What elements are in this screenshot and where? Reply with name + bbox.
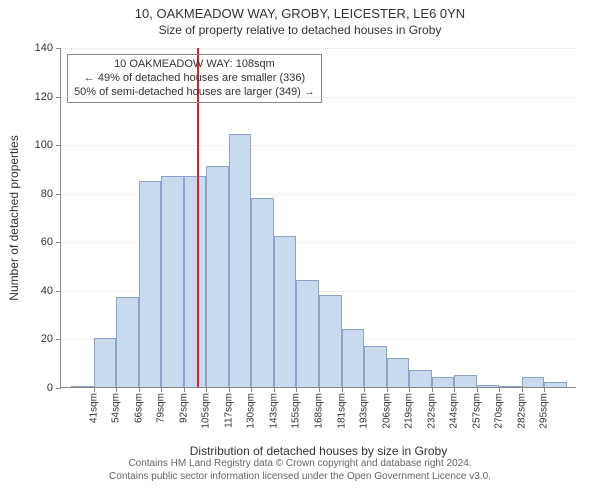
x-axis-label: Distribution of detached houses by size … — [190, 444, 447, 458]
y-tick-mark — [56, 48, 61, 49]
x-tick-label: 41sqm — [88, 393, 99, 423]
y-tick-mark — [56, 194, 61, 195]
attribution-line: Contains public sector information licen… — [0, 471, 600, 484]
info-box-line: 50% of semi-detached houses are larger (… — [74, 86, 315, 100]
title-block: 10, OAKMEADOW WAY, GROBY, LEICESTER, LE6… — [0, 6, 600, 37]
attribution-text: Contains HM Land Registry data © Crown c… — [0, 458, 600, 483]
histogram-bar — [409, 370, 432, 387]
x-tick-label: 206sqm — [381, 393, 392, 429]
histogram-bar — [454, 375, 477, 387]
plot-area: 020406080100120140 41sqm54sqm66sqm79sqm9… — [60, 48, 576, 388]
x-tick-mark — [94, 387, 95, 392]
x-tick-mark — [409, 387, 410, 392]
histogram-bar — [499, 386, 522, 387]
histogram-bar — [184, 176, 207, 387]
x-tick-mark — [274, 387, 275, 392]
attribution-line: Contains HM Land Registry data © Crown c… — [0, 458, 600, 471]
histogram-bar — [296, 280, 319, 387]
info-box-line: ← 49% of detached houses are smaller (33… — [74, 72, 315, 86]
x-tick-mark — [387, 387, 388, 392]
histogram-bar — [387, 358, 410, 387]
histogram-bar — [229, 134, 252, 387]
histogram-bar — [139, 181, 162, 387]
y-tick-label: 140 — [35, 42, 53, 54]
x-tick-mark — [251, 387, 252, 392]
x-tick-mark — [161, 387, 162, 392]
x-tick-label: 282sqm — [516, 393, 527, 429]
histogram-bar — [342, 329, 365, 387]
histogram-bar — [477, 385, 500, 387]
x-tick-mark — [319, 387, 320, 392]
histogram-bar — [522, 377, 545, 387]
histogram-bar — [71, 386, 94, 387]
x-tick-label: 105sqm — [201, 393, 212, 429]
x-tick-label: 257sqm — [471, 393, 482, 429]
y-tick-mark — [56, 291, 61, 292]
x-tick-label: 143sqm — [268, 393, 279, 429]
x-tick-mark — [116, 387, 117, 392]
x-tick-label: 232sqm — [426, 393, 437, 429]
y-axis-label: Number of detached properties — [7, 135, 21, 300]
y-tick-label: 40 — [41, 285, 53, 297]
y-tick-label: 0 — [47, 382, 53, 394]
histogram-bar — [251, 198, 274, 387]
x-tick-mark — [477, 387, 478, 392]
x-tick-mark — [342, 387, 343, 392]
x-tick-label: 79sqm — [156, 393, 167, 423]
y-tick-label: 80 — [41, 188, 53, 200]
histogram-bar — [319, 295, 342, 387]
x-tick-mark — [522, 387, 523, 392]
info-box-line: 10 OAKMEADOW WAY: 108sqm — [74, 58, 315, 72]
histogram-bar — [206, 166, 229, 387]
x-tick-label: 270sqm — [494, 393, 505, 429]
x-tick-mark — [499, 387, 500, 392]
y-tick-mark — [56, 339, 61, 340]
x-tick-label: 193sqm — [359, 393, 370, 429]
x-tick-mark — [364, 387, 365, 392]
histogram-bar — [94, 338, 117, 387]
histogram-bar — [544, 382, 567, 387]
y-tick-label: 120 — [35, 91, 53, 103]
x-tick-label: 244sqm — [449, 393, 460, 429]
histogram-bar — [161, 176, 184, 387]
x-tick-label: 295sqm — [539, 393, 550, 429]
histogram-bar — [116, 297, 139, 387]
y-tick-label: 20 — [41, 333, 53, 345]
histogram-bar — [274, 236, 297, 387]
x-tick-mark — [184, 387, 185, 392]
y-tick-mark — [56, 145, 61, 146]
x-tick-label: 117sqm — [223, 393, 234, 428]
x-tick-label: 181sqm — [336, 393, 347, 429]
x-tick-mark — [544, 387, 545, 392]
x-tick-mark — [432, 387, 433, 392]
y-tick-mark — [56, 242, 61, 243]
x-tick-label: 219sqm — [404, 393, 415, 429]
x-tick-label: 66sqm — [133, 393, 144, 423]
y-tick-mark — [56, 388, 61, 389]
x-tick-mark — [454, 387, 455, 392]
x-tick-mark — [296, 387, 297, 392]
x-tick-label: 54sqm — [111, 393, 122, 423]
x-tick-label: 92sqm — [178, 393, 189, 423]
x-tick-mark — [206, 387, 207, 392]
x-tick-mark — [139, 387, 140, 392]
y-tick-mark — [56, 97, 61, 98]
chart-title: 10, OAKMEADOW WAY, GROBY, LEICESTER, LE6… — [0, 6, 600, 21]
x-tick-label: 168sqm — [314, 393, 325, 429]
x-tick-label: 155sqm — [291, 393, 302, 429]
figure: 10, OAKMEADOW WAY, GROBY, LEICESTER, LE6… — [0, 0, 600, 500]
info-box: 10 OAKMEADOW WAY: 108sqm← 49% of detache… — [67, 54, 322, 103]
x-tick-label: 130sqm — [246, 393, 257, 429]
histogram-bar — [364, 346, 387, 387]
y-tick-label: 60 — [41, 236, 53, 248]
x-tick-mark — [229, 387, 230, 392]
y-tick-label: 100 — [35, 139, 53, 151]
chart-subtitle: Size of property relative to detached ho… — [0, 23, 600, 37]
histogram-bar — [432, 377, 455, 387]
